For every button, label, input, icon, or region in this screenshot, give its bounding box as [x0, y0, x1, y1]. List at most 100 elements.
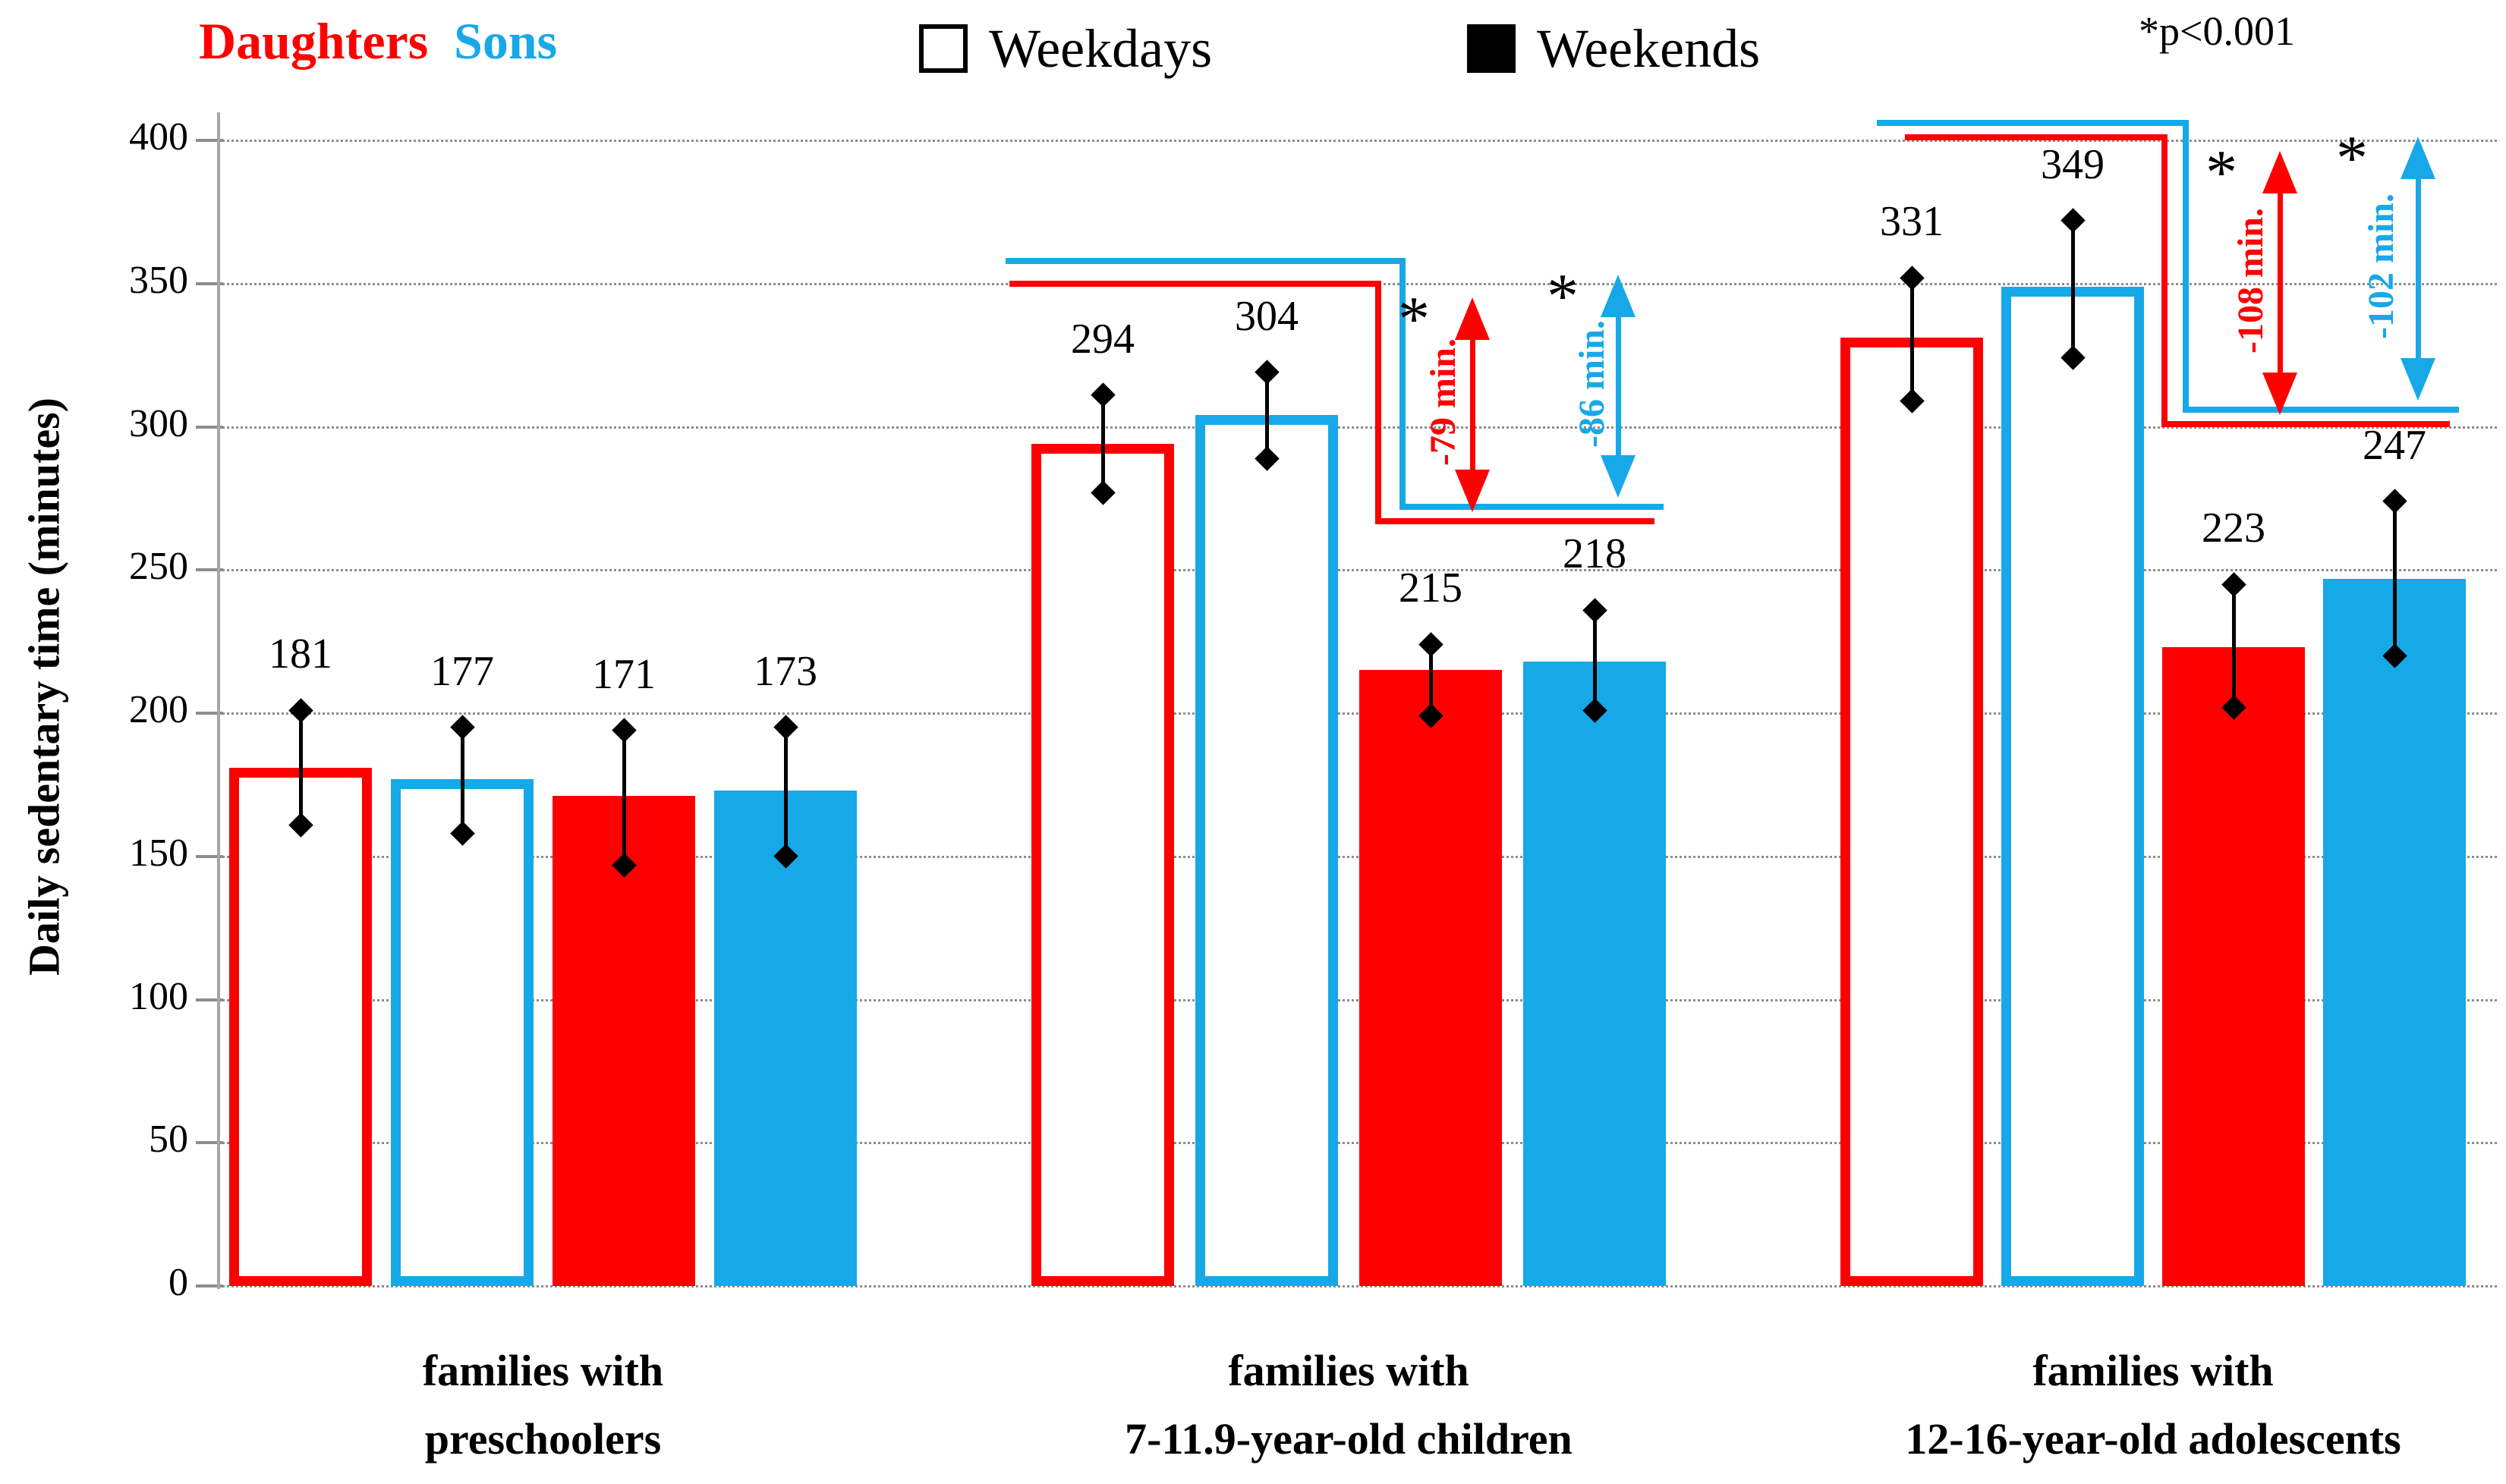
x-category-label-g1: families with preschoolers — [126, 1337, 961, 1473]
difference-arrow-g3-daughters — [2262, 151, 2297, 415]
bar-g2-daughters-weekends — [1359, 670, 1502, 1286]
significance-note: *p<0.001 — [2139, 8, 2295, 54]
error-bar-top-marker-g3-daughters-weekends — [2221, 571, 2246, 597]
error-bar-line-g1-sons-weekends — [783, 727, 788, 857]
bar-g1-sons-weekends — [714, 790, 857, 1286]
arrow-head-down-icon — [2262, 372, 2297, 415]
significance-star-g3-sons: * — [2336, 123, 2368, 194]
y-tick-label-300: 300 — [129, 401, 188, 445]
arrow-head-up-icon — [2401, 137, 2435, 180]
gridline-0 — [217, 1285, 2497, 1287]
bar-value-label-g1-daughters-weekdays: 181 — [269, 630, 332, 678]
legend-weekends-label: Weekends — [1537, 18, 1761, 79]
error-bar-top-marker-g1-sons-weekends — [773, 715, 798, 740]
gridline-50 — [217, 1142, 2497, 1145]
error-bar-line-g1-daughters-weekends — [622, 730, 626, 866]
y-axis-tick-100 — [196, 998, 223, 1001]
gridline-300 — [217, 426, 2497, 429]
y-axis-tick-250 — [196, 568, 223, 572]
legend-weekdays-label: Weekdays — [989, 18, 1213, 79]
error-bar-line-g3-sons-weekdays — [2070, 220, 2075, 358]
y-axis-tick-300 — [196, 425, 223, 429]
bar-value-label-g3-sons-weekends: 247 — [2363, 421, 2426, 469]
bar-value-label-g1-sons-weekends: 173 — [754, 647, 817, 695]
bracket-vertical-line-g2-daughters — [1375, 280, 1381, 525]
error-bar-top-marker-g3-sons-weekends — [2382, 489, 2407, 514]
error-bar-line-g2-daughters-weekdays — [1100, 395, 1105, 493]
y-tick-label-50: 50 — [149, 1118, 188, 1162]
error-bar-line-g3-daughters-weekdays — [1909, 278, 1914, 401]
y-tick-label-350: 350 — [129, 258, 188, 302]
error-bar-top-marker-g1-daughters-weekends — [611, 718, 637, 743]
bar-g3-sons-weekends — [2323, 578, 2466, 1286]
x-category-label-g3: families with 12-16-year-old adolescents — [1736, 1337, 2506, 1473]
arrow-head-down-icon — [1601, 455, 1636, 498]
bar-g3-daughters-weekends — [2162, 647, 2305, 1286]
bar-value-label-g3-daughters-weekdays: 331 — [1880, 198, 1944, 246]
y-tick-label-100: 100 — [129, 974, 188, 1018]
bracket-top-line-g2-sons — [1006, 257, 1406, 264]
arrow-shaft-g2-sons — [1615, 304, 1621, 468]
arrow-head-down-icon — [2401, 357, 2435, 401]
x-category-label-line: 7-11.9-year-old children — [1125, 1413, 1573, 1464]
difference-label-g3-daughters: -108 min. — [2231, 207, 2271, 354]
significance-star-g2-sons: * — [1547, 260, 1579, 332]
y-tick-label-150: 150 — [129, 831, 188, 875]
difference-label-g2-sons: -86 min. — [1572, 319, 1612, 448]
arrow-shaft-g3-daughters — [2277, 181, 2283, 385]
error-bar-line-g1-daughters-weekdays — [298, 710, 303, 825]
x-category-label-line: 12-16-year-old adolescents — [1905, 1413, 2401, 1464]
bar-value-label-g2-sons-weekdays: 304 — [1235, 292, 1299, 340]
legend-sons-label: Sons — [454, 12, 558, 70]
error-bar-top-marker-g2-daughters-weekends — [1418, 632, 1443, 657]
y-axis-tick-50 — [196, 1141, 223, 1145]
arrow-head-down-icon — [1455, 470, 1490, 513]
bar-value-label-g1-daughters-weekends: 171 — [592, 650, 656, 698]
difference-label-g3-sons: -102 min. — [2361, 193, 2401, 340]
legend-daughters-label: Daughters — [199, 12, 429, 70]
bar-g1-sons-weekdays — [391, 778, 534, 1286]
bar-value-label-g1-sons-weekdays: 177 — [430, 647, 494, 695]
bar-g3-daughters-weekdays — [1840, 338, 1983, 1286]
significance-star-g2-daughters: * — [1398, 283, 1430, 354]
bar-value-label-g2-daughters-weekends: 215 — [1399, 564, 1462, 612]
gridline-250 — [217, 569, 2497, 572]
arrow-head-up-icon — [1455, 297, 1490, 340]
y-axis-line — [217, 112, 220, 1289]
x-category-label-line: families with — [422, 1346, 664, 1395]
open-square-icon — [919, 24, 968, 73]
y-axis-tick-150 — [196, 854, 223, 858]
gridline-200 — [217, 712, 2497, 715]
error-bar-top-marker-g2-sons-weekdays — [1254, 360, 1280, 385]
x-category-label-line: preschoolers — [424, 1413, 662, 1464]
bar-g1-daughters-weekends — [553, 796, 695, 1286]
bracket-top-line-g2-daughters — [1009, 280, 1381, 287]
error-bar-top-marker-g1-daughters-weekdays — [288, 697, 313, 723]
arrow-shaft-g3-sons — [2415, 167, 2421, 370]
x-category-label-g2: families with 7-11.9-year-old children — [931, 1337, 1766, 1473]
error-bar-top-marker-g2-daughters-weekdays — [1090, 382, 1116, 408]
error-bar-top-marker-g3-sons-weekdays — [2060, 208, 2086, 233]
bar-value-label-g3-sons-weekdays: 349 — [2041, 140, 2105, 188]
y-axis-tick-350 — [196, 281, 223, 285]
gridline-400 — [217, 140, 2497, 142]
bar-g3-sons-weekdays — [2001, 286, 2144, 1286]
bracket-vertical-line-g3-sons — [2183, 120, 2189, 413]
y-axis-tick-0 — [196, 1284, 223, 1287]
gridline-100 — [217, 998, 2497, 1001]
error-bar-line-g3-daughters-weekends — [2231, 584, 2236, 708]
filled-square-icon — [1467, 24, 1516, 73]
difference-label-g2-daughters: -79 min. — [1423, 338, 1463, 467]
legend-weekdays-item: Weekdays — [919, 21, 1212, 76]
error-bar-line-g2-daughters-weekends — [1428, 644, 1433, 716]
y-tick-label-0: 0 — [168, 1261, 188, 1304]
bar-value-label-g2-sons-weekends: 218 — [1563, 530, 1626, 578]
bracket-vertical-line-g3-daughters — [2161, 134, 2168, 427]
bar-value-label-g2-daughters-weekdays: 294 — [1071, 315, 1135, 363]
error-bar-top-marker-g1-sons-weekdays — [449, 715, 475, 740]
difference-arrow-g2-daughters — [1455, 297, 1490, 513]
bar-g2-daughters-weekdays — [1031, 444, 1174, 1286]
arrow-shaft-g2-daughters — [1469, 327, 1475, 483]
